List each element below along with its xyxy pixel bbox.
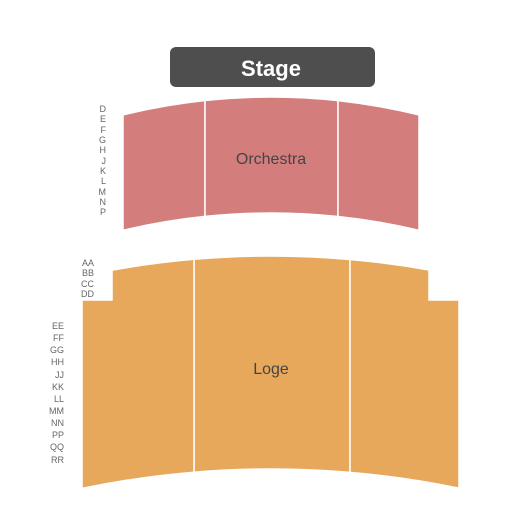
- loge-label: Loge: [253, 361, 289, 379]
- stage-label: Stage: [241, 56, 301, 82]
- loge-upper-row-labels: AABBCCDD: [78, 258, 94, 299]
- loge-lower-row-labels: EEFFGGHHJJKKLLMMNNPPQQRR: [48, 320, 64, 466]
- orchestra-label: Orchestra: [236, 151, 306, 169]
- loge-section[interactable]: [82, 259, 194, 488]
- loge-section[interactable]: [350, 259, 459, 488]
- orchestra-section[interactable]: [123, 101, 205, 231]
- orchestra-section[interactable]: [338, 101, 419, 231]
- orchestra-row-labels: DEFGHJKLMNP: [90, 104, 106, 218]
